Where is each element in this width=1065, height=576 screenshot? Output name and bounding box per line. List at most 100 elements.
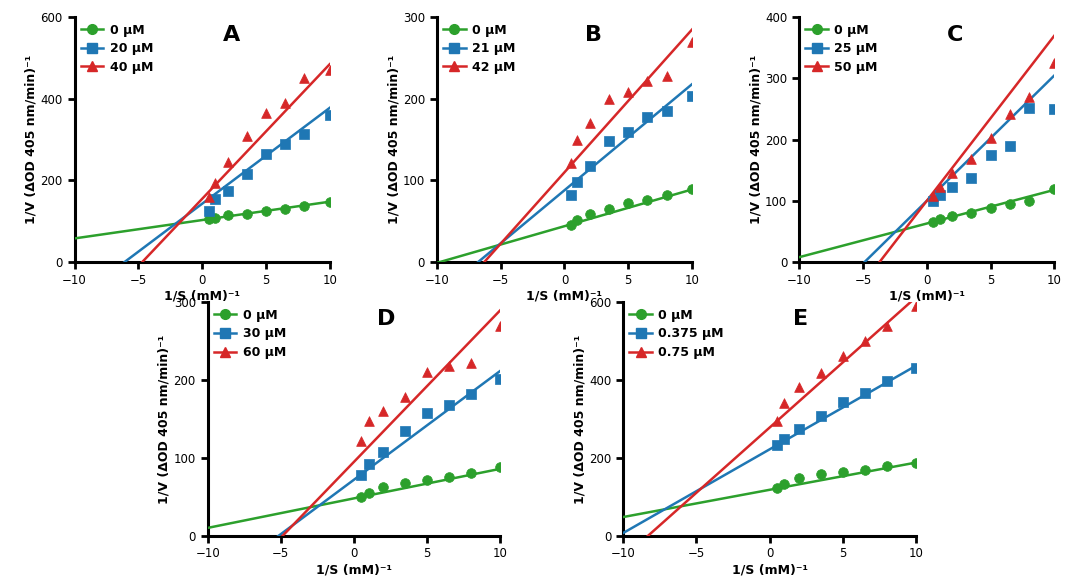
Point [813,469,830,479]
Point [360,488,377,498]
Point [658,71,675,81]
Point [562,191,579,200]
Point [775,399,792,408]
Point [441,362,458,371]
Point [658,191,675,200]
Point [219,211,236,220]
Point [396,393,413,402]
Point [963,209,980,218]
Point [639,195,656,204]
Point [322,66,339,75]
Point [375,483,392,492]
Point [931,190,948,199]
Point [396,426,413,435]
Legend: 0 μM, 0.375 μM, 0.75 μM: 0 μM, 0.375 μM, 0.75 μM [627,306,726,361]
Point [239,131,256,140]
Text: A: A [223,25,240,44]
Point [1046,104,1063,113]
Text: C: C [947,25,964,44]
Point [462,469,479,478]
Point [856,336,873,345]
Point [207,178,224,187]
Point [856,388,873,397]
Point [1020,92,1037,101]
Point [963,173,980,182]
Point [322,197,339,206]
Point [1001,109,1018,119]
Legend: 0 μM, 30 μM, 60 μM: 0 μM, 30 μM, 60 μM [212,306,289,361]
Point [462,358,479,367]
Point [813,369,830,378]
Point [462,389,479,399]
Point [258,149,275,158]
Point [879,321,896,331]
Point [569,215,586,224]
Point [200,215,217,224]
Point [775,435,792,444]
Point [492,374,509,383]
Point [207,194,224,203]
Point [879,462,896,471]
Point [219,157,236,166]
Point [1020,196,1037,206]
Point [924,191,941,200]
X-axis label: 1/S (mM)⁻¹: 1/S (mM)⁻¹ [732,563,807,576]
Point [200,192,217,202]
Y-axis label: 1/V (ΔOD 405 nm/min)⁻¹: 1/V (ΔOD 405 nm/min)⁻¹ [387,55,400,224]
Point [419,408,436,418]
Point [569,135,586,144]
Point [581,119,599,128]
Point [562,158,579,167]
Point [907,458,924,467]
Point [907,301,924,310]
Point [296,129,313,138]
Point [944,183,961,192]
Point [1001,199,1018,209]
Point [375,447,392,456]
Point [419,368,436,377]
Point [790,473,807,483]
Point [569,177,586,187]
Point [907,364,924,373]
Point [931,215,948,224]
Point [601,94,618,104]
Point [375,407,392,416]
Legend: 0 μM, 20 μM, 40 μM: 0 μM, 20 μM, 40 μM [79,21,155,76]
Point [684,92,701,101]
Point [775,480,792,489]
Point [684,37,701,47]
Point [353,436,370,445]
Legend: 0 μM, 21 μM, 42 μM: 0 μM, 21 μM, 42 μM [441,21,518,76]
Point [441,400,458,410]
Point [768,484,785,493]
Point [1046,59,1063,68]
Point [219,186,236,195]
Point [1046,184,1063,194]
Point [944,211,961,220]
Point [200,206,217,215]
Point [396,478,413,487]
Point [601,137,618,146]
Point [239,209,256,218]
Point [492,321,509,331]
Point [982,150,999,160]
Text: E: E [793,309,808,329]
Point [360,416,377,425]
Point [658,107,675,116]
Point [982,134,999,143]
Point [639,112,656,122]
Point [944,169,961,178]
X-axis label: 1/S (mM)⁻¹: 1/S (mM)⁻¹ [316,563,392,576]
X-axis label: 1/S (mM)⁻¹: 1/S (mM)⁻¹ [164,290,240,302]
X-axis label: 1/S (mM)⁻¹: 1/S (mM)⁻¹ [889,290,965,302]
Point [277,98,294,108]
Y-axis label: 1/V (ΔOD 405 nm/min)⁻¹: 1/V (ΔOD 405 nm/min)⁻¹ [24,55,37,224]
Point [419,475,436,484]
Point [296,201,313,210]
Point [360,460,377,469]
Point [277,204,294,214]
Point [639,77,656,86]
Point [982,204,999,213]
Point [834,397,851,406]
Point [879,376,896,385]
